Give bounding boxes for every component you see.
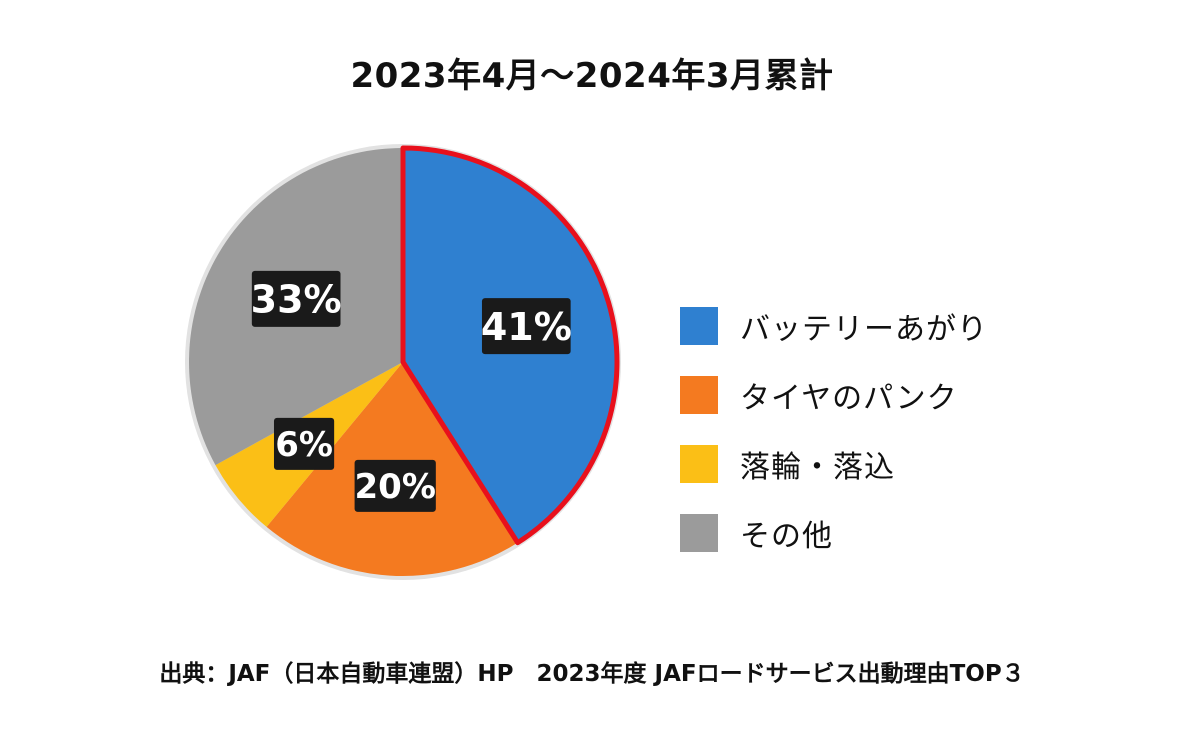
- pie-label: 6%: [273, 417, 335, 470]
- source-note: 出典：JAF（日本自動車連盟）HP 2023年度 JAFロードサービス出動理由T…: [159, 661, 1025, 687]
- legend-swatch: [680, 445, 718, 483]
- legend-swatch: [680, 307, 718, 345]
- legend-item: その他: [680, 511, 988, 555]
- pie-label: 33%: [251, 270, 342, 327]
- legend-item: バッテリーあがり: [680, 304, 988, 348]
- pie-label-text: 6%: [275, 425, 333, 465]
- legend-label: タイヤのパンク: [740, 381, 958, 416]
- chart-legend: バッテリーあがり タイヤのパンク 落輪・落込 その他: [680, 304, 988, 580]
- pie-label-box: [251, 270, 341, 327]
- pie-label-text: 33%: [251, 277, 342, 321]
- pie-label: 20%: [354, 459, 436, 512]
- pie-label-box: [273, 417, 335, 470]
- pie-label-box: [354, 459, 436, 512]
- legend-swatch: [680, 514, 718, 552]
- legend-label: その他: [740, 519, 833, 554]
- legend-label: 落輪・落込: [740, 450, 895, 485]
- pie-label-box: [481, 298, 571, 355]
- legend-item: 落輪・落込: [680, 442, 988, 486]
- pie-label: 41%: [481, 298, 572, 355]
- pie-highlight-outline: [400, 145, 620, 546]
- legend-label: バッテリーあがり: [740, 312, 988, 347]
- pie-label-text: 20%: [355, 467, 436, 507]
- legend-swatch: [680, 376, 718, 414]
- chart-title: 2023年4月～2024年3月累計: [350, 56, 834, 96]
- pie-label-text: 41%: [481, 305, 572, 349]
- legend-item: タイヤのパンク: [680, 373, 988, 417]
